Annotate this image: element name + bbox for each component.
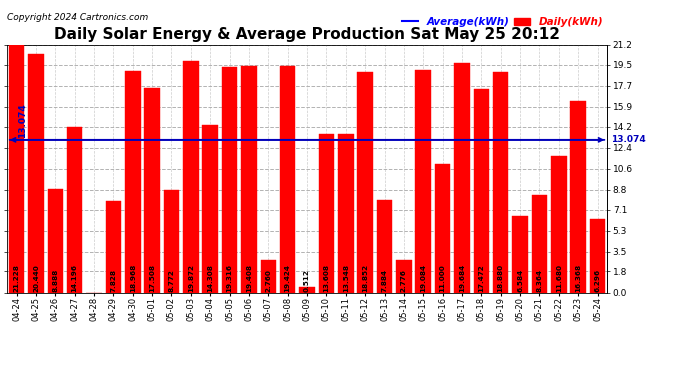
Bar: [67, 127, 82, 292]
Text: 8.888: 8.888: [52, 268, 59, 292]
Text: 18.968: 18.968: [130, 264, 136, 292]
Bar: [377, 201, 392, 292]
Text: 21.228: 21.228: [14, 264, 19, 292]
Text: 2.776: 2.776: [401, 269, 407, 292]
Bar: [435, 164, 451, 292]
Text: 19.684: 19.684: [459, 264, 465, 292]
Text: 17.472: 17.472: [478, 264, 484, 292]
Text: 18.880: 18.880: [497, 264, 504, 292]
Bar: [106, 201, 121, 292]
Bar: [319, 134, 334, 292]
Text: 19.424: 19.424: [285, 264, 290, 292]
Bar: [183, 60, 199, 292]
Bar: [590, 219, 605, 292]
Bar: [28, 54, 43, 292]
Title: Daily Solar Energy & Average Production Sat May 25 20:12: Daily Solar Energy & Average Production …: [54, 27, 560, 42]
Legend: Average(kWh), Daily(kWh): Average(kWh), Daily(kWh): [398, 13, 607, 31]
Bar: [357, 72, 373, 292]
Text: 19.084: 19.084: [420, 264, 426, 292]
Text: 8.772: 8.772: [168, 269, 175, 292]
Text: 13.074: 13.074: [611, 135, 646, 144]
Text: 13.548: 13.548: [343, 264, 348, 292]
Bar: [299, 286, 315, 292]
Text: 16.368: 16.368: [575, 264, 581, 292]
Text: 18.852: 18.852: [362, 264, 368, 292]
Text: 7.884: 7.884: [382, 269, 388, 292]
Text: 14.308: 14.308: [207, 264, 213, 292]
Text: 19.872: 19.872: [188, 264, 194, 292]
Bar: [493, 72, 509, 292]
Text: 13.608: 13.608: [324, 264, 329, 292]
Bar: [571, 101, 586, 292]
Text: 0.512: 0.512: [304, 269, 310, 292]
Bar: [532, 195, 547, 292]
Bar: [454, 63, 470, 292]
Bar: [261, 260, 276, 292]
Bar: [48, 189, 63, 292]
Text: 19.408: 19.408: [246, 264, 252, 292]
Text: 13.074: 13.074: [18, 103, 27, 138]
Text: 11.000: 11.000: [440, 264, 446, 292]
Text: 7.828: 7.828: [110, 269, 117, 292]
Bar: [415, 70, 431, 292]
Bar: [125, 71, 141, 292]
Bar: [222, 67, 237, 292]
Text: 19.316: 19.316: [226, 264, 233, 292]
Text: Copyright 2024 Cartronics.com: Copyright 2024 Cartronics.com: [7, 13, 148, 22]
Text: 20.440: 20.440: [33, 264, 39, 292]
Bar: [9, 45, 24, 292]
Bar: [473, 88, 489, 292]
Text: 14.196: 14.196: [72, 264, 78, 292]
Bar: [164, 190, 179, 292]
Text: 11.680: 11.680: [555, 264, 562, 292]
Bar: [202, 126, 218, 292]
Bar: [551, 156, 566, 292]
Text: 17.508: 17.508: [149, 264, 155, 292]
Text: 2.760: 2.760: [266, 269, 271, 292]
Bar: [280, 66, 295, 292]
Text: 8.364: 8.364: [536, 269, 542, 292]
Bar: [144, 88, 160, 292]
Text: 6.584: 6.584: [517, 269, 523, 292]
Bar: [241, 66, 257, 292]
Text: 6.296: 6.296: [595, 269, 600, 292]
Bar: [396, 260, 412, 292]
Bar: [512, 216, 528, 292]
Bar: [338, 134, 353, 292]
